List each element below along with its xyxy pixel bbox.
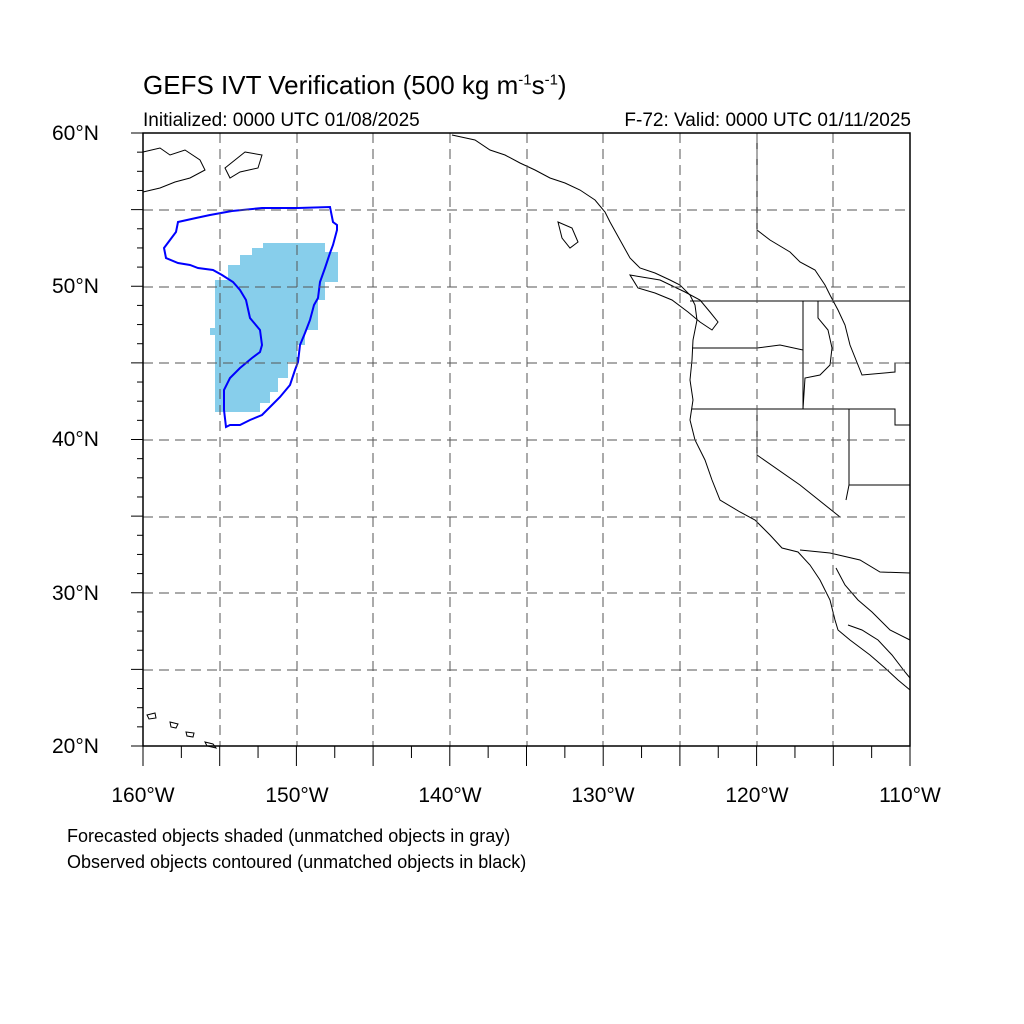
coastline-pacific-northwest [451,134,911,691]
legend-note-observed: Observed objects contoured (unmatched ob… [67,852,527,872]
lon-label-140w: 140°W [418,784,482,807]
lat-label-50: 50°N [52,275,99,298]
lat-label-30: 30°N [52,582,99,605]
axis-ticks [131,132,911,766]
lat-lon-grid [143,133,910,746]
lon-label-150w: 150°W [265,784,329,807]
lat-label-60: 60°N [52,122,99,145]
coastline-alaska-west [142,147,263,193]
legend-note-forecast: Forecasted objects shaded (unmatched obj… [67,826,511,846]
lon-label-130w: 130°W [571,784,635,807]
state-boundaries [690,135,911,574]
figure-title: GEFS IVT Verification (500 kg m-1s-1) [143,70,567,100]
lon-label-110w: 110°W [879,784,941,807]
valid-time: F-72: Valid: 0000 UTC 01/11/2025 [624,110,911,131]
forecast-object [210,243,338,412]
islands-vancouver [557,221,719,331]
coastline-baja-gulf [835,567,911,679]
lat-label-40: 40°N [52,428,99,451]
initialized-time: Initialized: 0000 UTC 01/08/2025 [143,110,420,131]
islands-hawaii [146,712,218,749]
observed-object-contour [162,205,338,429]
lon-label-160w: 160°W [111,784,175,807]
lat-label-20: 20°N [52,735,99,758]
lon-label-120w: 120°W [725,784,789,807]
